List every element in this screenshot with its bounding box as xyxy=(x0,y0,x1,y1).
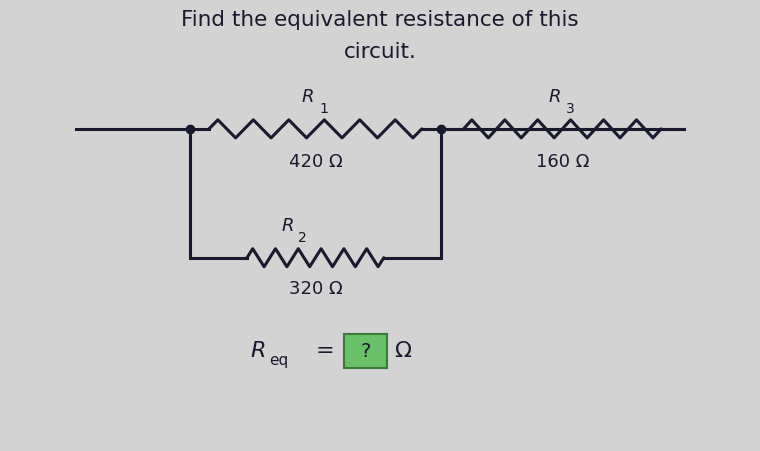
FancyBboxPatch shape xyxy=(344,334,387,368)
Text: Find the equivalent resistance of this: Find the equivalent resistance of this xyxy=(181,9,579,30)
Text: ?: ? xyxy=(360,342,371,361)
Text: 320 Ω: 320 Ω xyxy=(289,280,342,298)
Text: 3: 3 xyxy=(566,102,575,116)
Text: Ω: Ω xyxy=(394,341,411,361)
Text: 1: 1 xyxy=(319,102,328,116)
Text: 2: 2 xyxy=(298,231,307,245)
Text: 420 Ω: 420 Ω xyxy=(289,153,342,171)
Text: R: R xyxy=(549,88,561,106)
Text: eq: eq xyxy=(269,353,288,368)
Text: 160 Ω: 160 Ω xyxy=(536,153,589,171)
Text: R: R xyxy=(281,217,293,235)
Text: circuit.: circuit. xyxy=(344,42,416,62)
Text: =: = xyxy=(315,341,334,361)
Text: R: R xyxy=(251,341,266,361)
Text: R: R xyxy=(302,88,314,106)
